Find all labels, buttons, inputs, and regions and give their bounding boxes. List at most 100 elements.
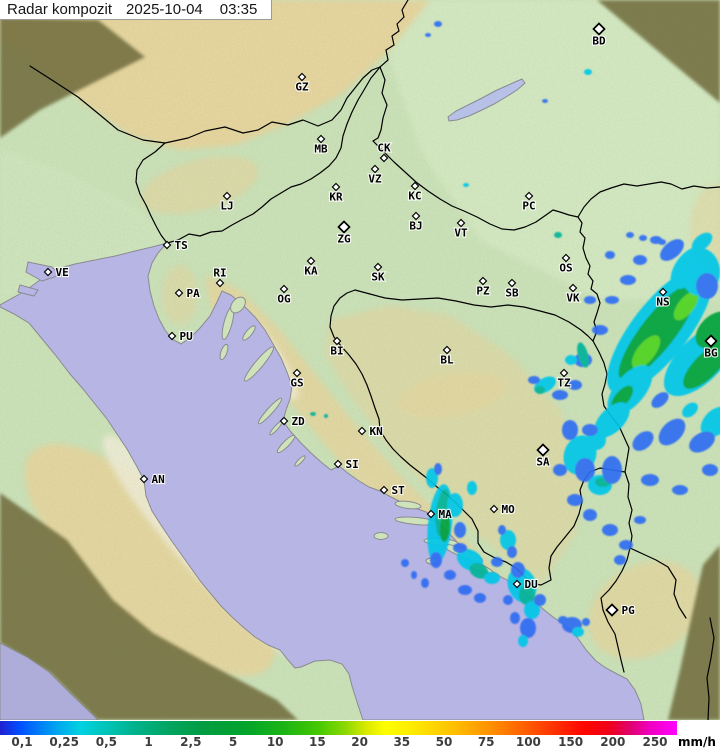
city-diamond-icon	[316, 134, 326, 144]
precip-cell	[592, 325, 608, 335]
precip-cell	[572, 627, 584, 637]
precip-cell	[567, 494, 583, 506]
city-diamond-icon	[442, 345, 452, 355]
city-marker-vt: VT	[453, 218, 469, 241]
precip-cell	[619, 540, 633, 550]
precip-cell	[434, 21, 442, 27]
city-diamond-icon	[605, 603, 619, 617]
precip-cell	[310, 412, 316, 416]
city-label: LJ	[220, 200, 233, 213]
city-label: PG	[622, 604, 636, 617]
legend-tick: 0,25	[49, 735, 79, 749]
city-label: GZ	[295, 81, 309, 94]
city-marker-tz: TZ	[556, 368, 572, 391]
city-diamond-icon	[279, 416, 289, 426]
city-label: TZ	[557, 377, 571, 390]
city-label: GS	[290, 377, 303, 390]
precip-cell	[458, 585, 472, 595]
city-diamond-icon	[357, 426, 367, 436]
city-marker-og: OG	[276, 284, 292, 307]
city-diamond-icon	[536, 443, 550, 457]
precip-cell	[484, 572, 500, 584]
city-diamond-icon	[524, 191, 534, 201]
legend-tick: 150	[558, 735, 584, 749]
observation-time: 03:35	[219, 1, 258, 18]
city-diamond-icon	[568, 283, 578, 293]
precip-cell	[672, 485, 688, 495]
precip-cell	[324, 414, 328, 418]
legend-tick: 20	[351, 735, 368, 749]
precip-cell	[682, 402, 698, 418]
precip-cell	[594, 402, 630, 438]
precip-cell	[453, 543, 467, 553]
legend-tick: 50	[435, 735, 453, 749]
city-label: DU	[525, 578, 539, 591]
city-label: PZ	[476, 285, 490, 298]
city-label: SI	[346, 458, 359, 471]
legend-tick: 1	[144, 735, 153, 749]
city-diamond-icon	[592, 22, 606, 36]
precip-cell	[542, 99, 548, 103]
precip-cell	[528, 376, 540, 384]
precip-cell	[425, 33, 431, 37]
precip-cell	[500, 530, 516, 550]
city-label: AN	[152, 473, 165, 486]
city-marker-du: DU	[512, 577, 539, 592]
legend-unit: mm/h	[678, 735, 716, 749]
city-diamond-icon	[43, 267, 53, 277]
precip-cell	[631, 335, 661, 369]
precip-cell	[430, 552, 442, 568]
precip-cell	[602, 524, 618, 536]
legend-tick: 2,5	[180, 735, 202, 749]
city-label: MB	[314, 143, 328, 156]
precip-cell	[673, 291, 699, 321]
precip-cell	[524, 601, 540, 619]
city-marker-bi: BI	[329, 336, 345, 359]
precip-cell	[582, 424, 598, 436]
intensity-scale-ticks: 0,1 0,25 0,5 1 2,5 5 10 15 20 35 50 75 100 150 200 250 m…	[0, 735, 720, 751]
borders-layer	[29, 0, 720, 720]
city-label: BJ	[409, 220, 422, 233]
precip-cell	[575, 458, 595, 482]
precip-cell	[565, 355, 577, 365]
precip-cell	[696, 273, 718, 299]
precip-cell	[491, 557, 503, 567]
city-diamond-icon	[162, 240, 172, 250]
city-label: BG	[704, 347, 718, 360]
precip-cell	[467, 481, 477, 495]
precip-cell	[421, 578, 429, 588]
city-marker-gs: GS	[289, 368, 305, 391]
city-marker-ts: TS	[162, 238, 189, 253]
city-diamond-icon	[297, 72, 307, 82]
city-diamond-icon	[379, 153, 389, 163]
precip-cell	[639, 235, 647, 241]
city-diamond-icon	[379, 485, 389, 495]
venice-lagoon	[25, 261, 61, 282]
precip-cell	[454, 522, 466, 538]
precip-cell	[444, 570, 456, 580]
city-marker-zd: ZD	[279, 414, 306, 429]
intensity-legend: 0,1 0,25 0,5 1 2,5 5 10 15 20 35 50 75 100 150 200 250 m…	[0, 720, 720, 751]
legend-tick: 15	[309, 735, 326, 749]
city-diamond-icon	[306, 256, 316, 266]
precip-cell	[474, 593, 486, 603]
city-diamond-icon	[478, 276, 488, 286]
city-diamond-icon	[559, 368, 569, 378]
city-marker-ka: KA	[303, 256, 319, 279]
precip-cell	[498, 525, 506, 535]
precip-cell	[562, 420, 578, 440]
city-marker-os: OS	[558, 253, 574, 276]
city-label: ZD	[292, 415, 306, 428]
city-marker-lj: LJ	[219, 191, 235, 214]
city-marker-bg: BG	[703, 334, 719, 361]
city-marker-vk: VK	[565, 283, 581, 306]
legend-tick: 10	[266, 735, 284, 749]
city-label: VK	[566, 292, 580, 305]
precip-cell	[689, 431, 715, 453]
legend-tick: 0,1	[11, 735, 33, 749]
precip-cell	[641, 474, 659, 486]
precip-cell	[605, 251, 615, 259]
city-diamond-icon	[507, 278, 517, 288]
city-marker-mb: MB	[313, 134, 329, 157]
city-marker-mo: MO	[489, 502, 516, 517]
